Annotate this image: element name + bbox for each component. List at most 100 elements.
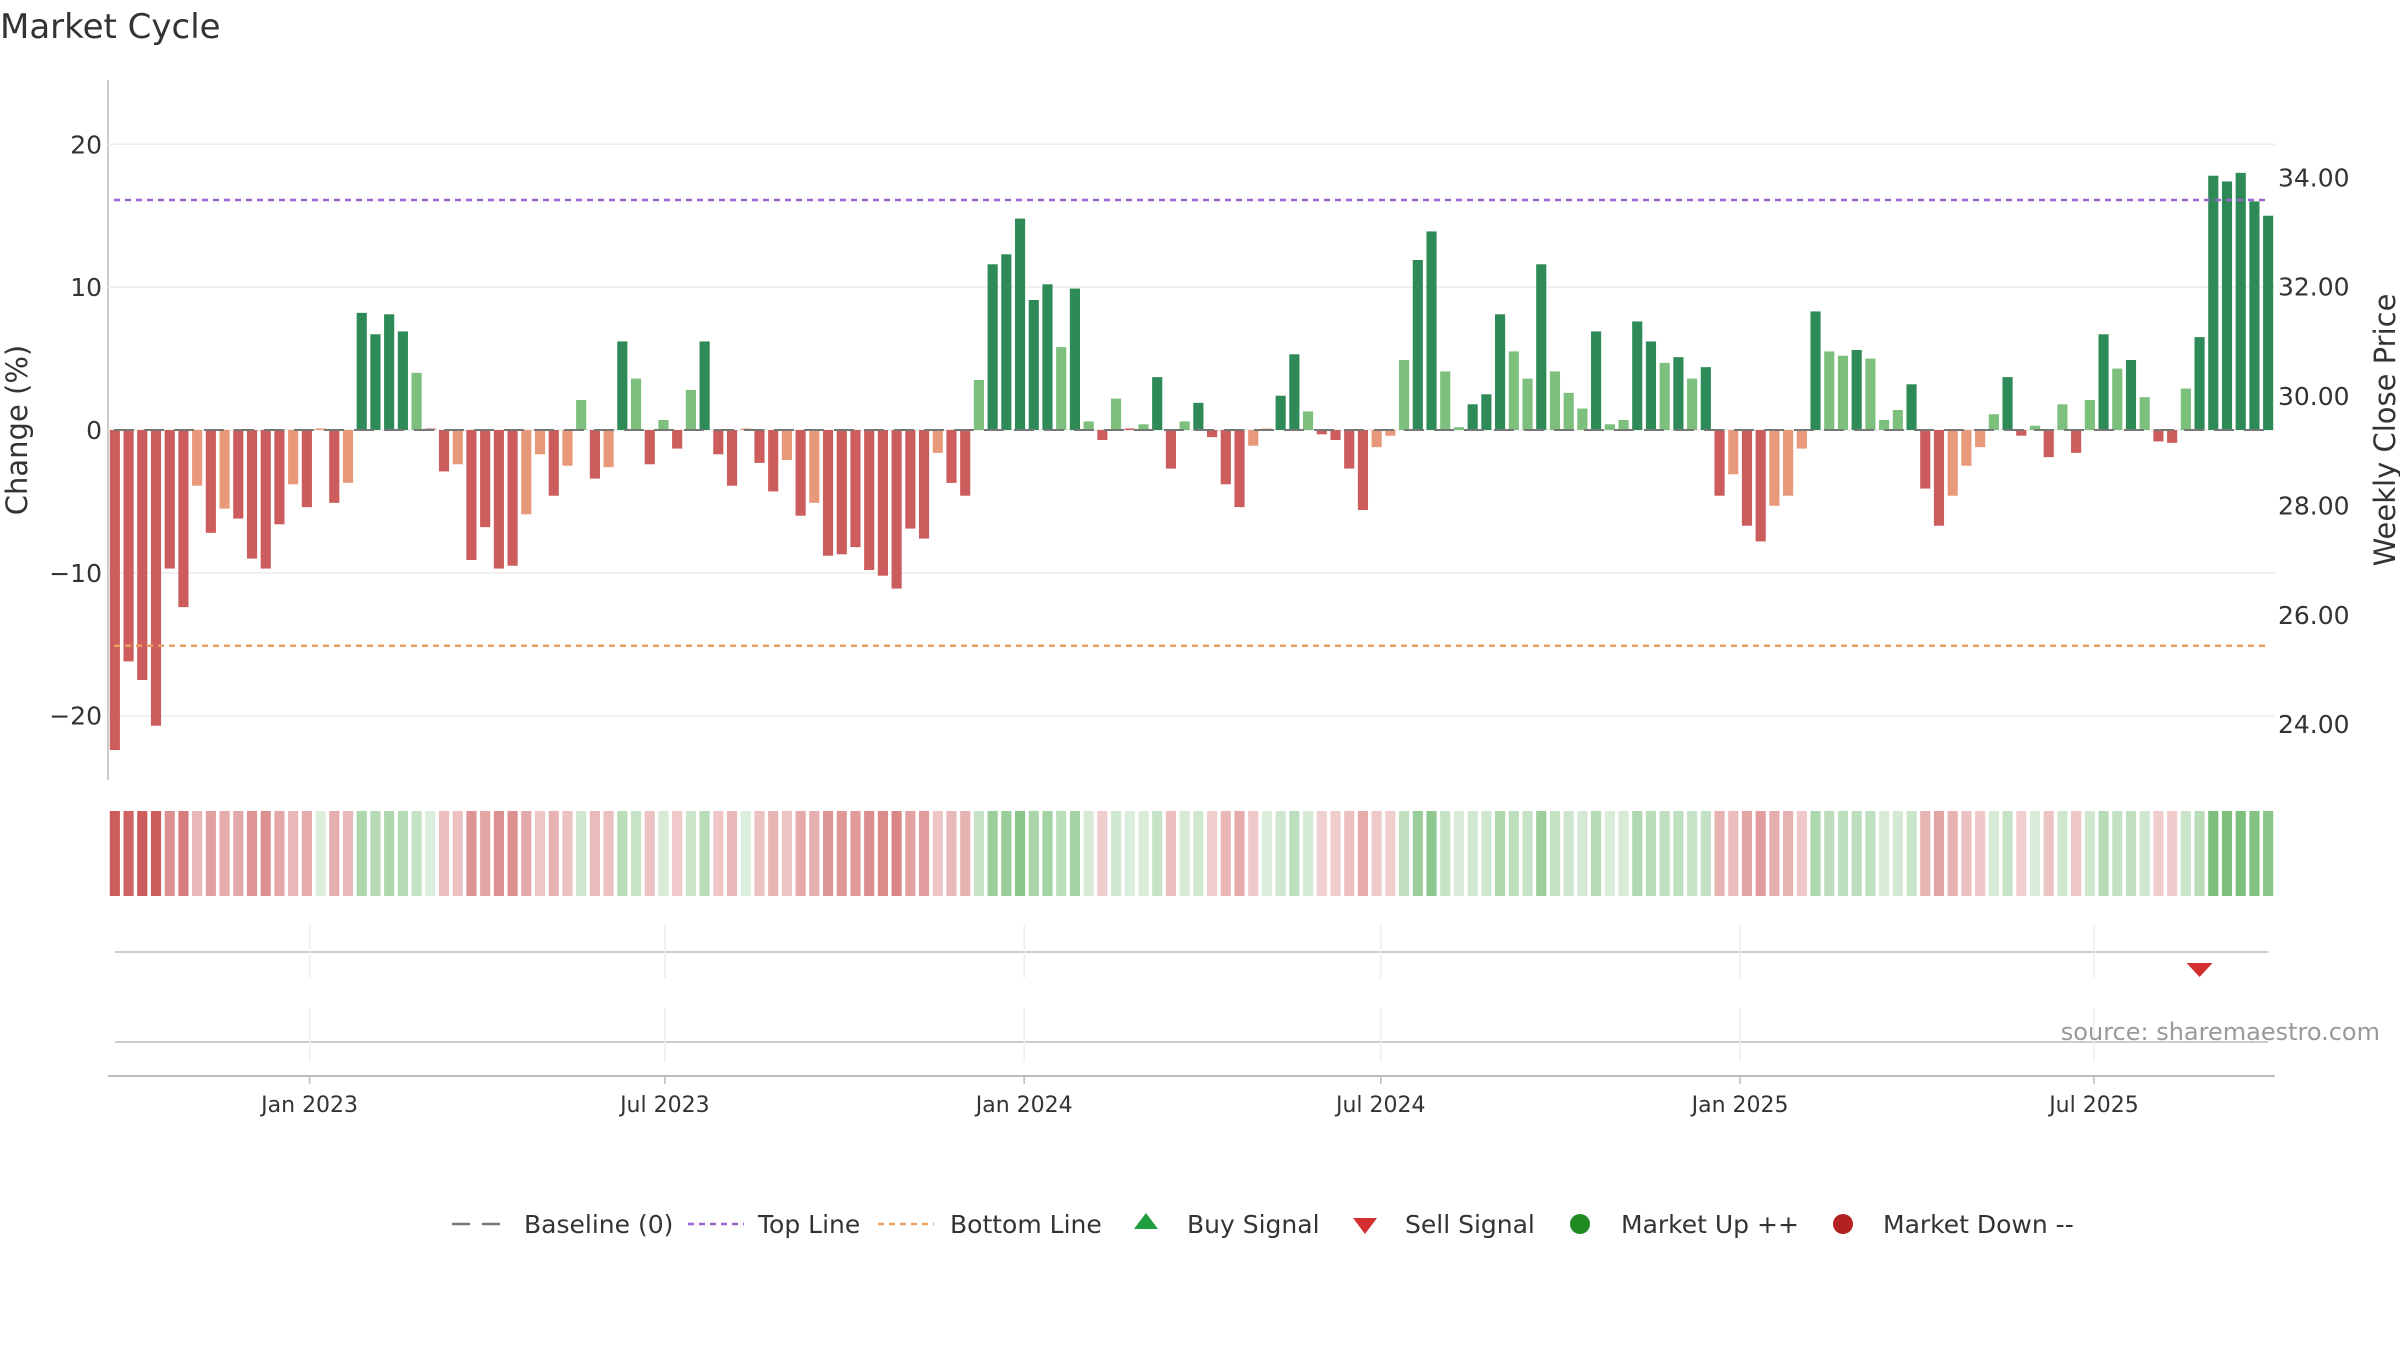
heat-cell — [301, 811, 312, 896]
bar — [2002, 377, 2013, 430]
bar — [315, 428, 326, 430]
bar — [192, 430, 203, 486]
bar — [589, 430, 600, 479]
bar — [1947, 430, 1958, 496]
bar — [1645, 341, 1657, 430]
bar — [246, 430, 258, 559]
heat-cell — [2084, 811, 2095, 896]
bar — [699, 341, 710, 430]
heat-cell — [2180, 811, 2191, 896]
bar — [1495, 314, 1506, 430]
legend-sell-signal-label: Sell Signal — [1405, 1210, 1535, 1239]
heat-cell — [2029, 811, 2041, 896]
heat-cell — [850, 811, 861, 896]
bar — [123, 430, 134, 662]
heat-cell — [274, 811, 285, 896]
bar — [685, 390, 696, 430]
bar — [1920, 430, 1931, 489]
heat-cell — [1234, 811, 1245, 896]
bar — [1316, 430, 1327, 435]
heat-cell — [1700, 811, 1711, 896]
bar — [397, 331, 408, 430]
bar — [836, 430, 847, 555]
heat-cell — [1892, 811, 1903, 896]
bar — [1851, 350, 1862, 430]
heat-cell — [562, 811, 573, 896]
bar — [1824, 351, 1835, 430]
heat-cell — [1495, 811, 1506, 896]
bar — [2098, 334, 2109, 430]
bar — [1618, 420, 1629, 430]
bar — [1124, 428, 1135, 430]
bar — [493, 430, 504, 569]
bar — [918, 430, 930, 539]
bar — [1220, 430, 1231, 485]
bar — [288, 430, 299, 485]
heat-cell — [576, 811, 587, 896]
heat-cell — [109, 811, 120, 896]
bar — [137, 430, 148, 680]
heat-cell — [1536, 811, 1547, 896]
legend-market-down-label: Market Down -- — [1883, 1210, 2074, 1239]
heat-cell — [973, 811, 984, 896]
x-tick-label: Jul 2023 — [618, 1093, 710, 1118]
heat-cell — [1261, 811, 1273, 896]
heat-cell — [891, 811, 902, 896]
heat-cell — [1645, 811, 1657, 896]
bar — [1083, 421, 1094, 430]
y-tick-label: 0 — [86, 416, 102, 445]
heat-cell — [1865, 811, 1876, 896]
heat-cell — [288, 811, 299, 896]
source-note: source: sharemaestro.com — [2061, 1018, 2380, 1046]
bar — [2153, 430, 2164, 442]
heat-cell — [987, 811, 998, 896]
heat-cell — [1193, 811, 1204, 896]
bar — [452, 430, 463, 465]
heat-cell — [726, 811, 738, 896]
heat-cell — [1453, 811, 1465, 896]
y2-tick-label: 28.00 — [2278, 491, 2350, 520]
bar — [960, 430, 971, 496]
heat-cell — [1879, 811, 1890, 896]
y2-tick-label: 30.00 — [2278, 382, 2350, 411]
y-tick-label: −20 — [49, 702, 102, 731]
heat-cell — [1303, 811, 1314, 896]
heat-cell — [246, 811, 258, 896]
bar — [1865, 358, 1876, 430]
heat-cell — [2002, 811, 2013, 896]
heat-cell — [822, 811, 834, 896]
heat-cell — [137, 811, 148, 896]
y2-tick-label: 26.00 — [2278, 601, 2350, 630]
x-axis-ticks: Jan 2023 Jul 2023 Jan 2024 Jul 2024 Jan 2025… — [259, 1076, 2139, 1118]
heat-cell — [1783, 811, 1794, 896]
heat-cell — [2249, 811, 2260, 896]
heat-cell — [2167, 811, 2178, 896]
heat-cell — [1289, 811, 1300, 896]
heat-cell — [1069, 811, 1080, 896]
x-tick-label: Jan 2025 — [1690, 1093, 1789, 1118]
bar — [1796, 430, 1807, 449]
y-tick-label: 20 — [70, 130, 102, 159]
heat-cell — [356, 811, 367, 896]
bar — [932, 430, 943, 453]
heat-cell — [493, 811, 504, 896]
bar — [1001, 254, 1012, 430]
legend-buy-signal-icon — [1134, 1213, 1158, 1229]
heat-cell — [2208, 811, 2219, 896]
heat-cell — [1481, 811, 1492, 896]
heat-cell — [589, 811, 600, 896]
bar — [946, 430, 957, 483]
bar — [2249, 201, 2260, 430]
heat-cell — [1385, 811, 1396, 896]
bar — [1426, 231, 1437, 430]
heat-cell — [1110, 811, 1122, 896]
bar — [2139, 397, 2150, 430]
legend-sell-signal-icon — [1353, 1218, 1377, 1234]
bar — [2180, 388, 2191, 430]
heat-cell — [685, 811, 696, 896]
bar — [260, 430, 271, 569]
heat-cell — [1563, 811, 1574, 896]
heat-cell — [740, 811, 751, 896]
legend-buy-signal-label: Buy Signal — [1187, 1210, 1320, 1239]
heat-cell — [946, 811, 957, 896]
